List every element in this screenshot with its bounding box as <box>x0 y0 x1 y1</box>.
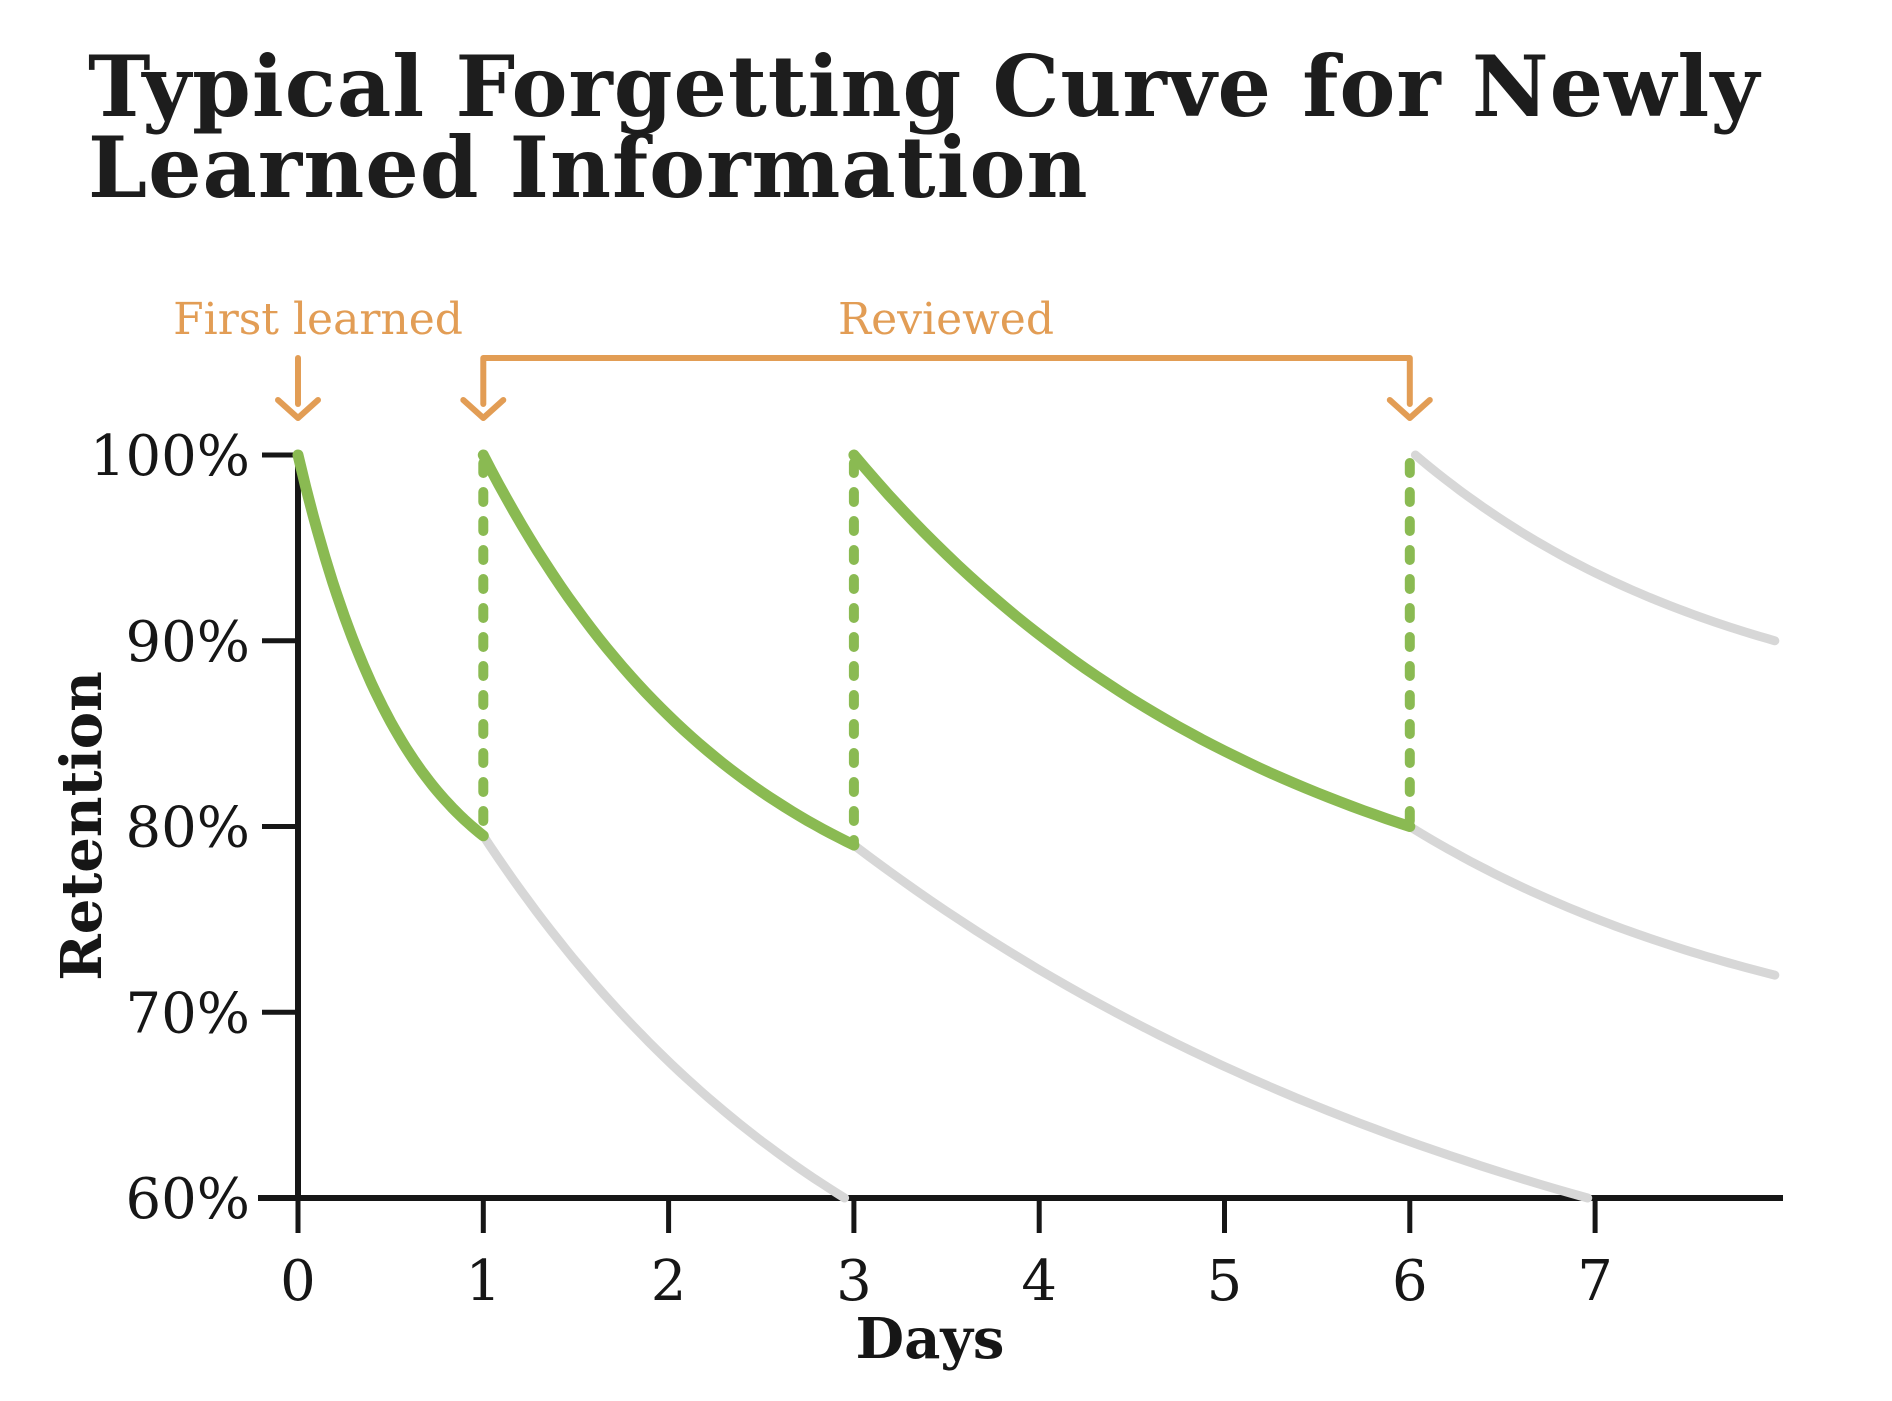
first-learned-arrowhead-icon <box>275 397 321 421</box>
y-tick-label-80: 80% <box>126 796 250 861</box>
y-tick-label-60: 60% <box>126 1167 250 1232</box>
reviewed-left-arrowhead-icon <box>460 397 507 421</box>
x-tick-label-6: 6 <box>1392 1249 1428 1314</box>
reviewed-bracket <box>480 355 1413 407</box>
x-tick-label-2: 2 <box>651 1249 687 1314</box>
page-title: Typical Forgetting Curve for Newly Learn… <box>88 37 1761 217</box>
y-tick-label-90: 90% <box>126 610 250 675</box>
curve-no-review-decay-2 <box>849 840 1593 1203</box>
curve-after-review-1-decay <box>477 449 860 851</box>
first-learned-annotation-label: First learned <box>173 294 463 345</box>
curve-no-review-decay-1 <box>478 831 850 1203</box>
x-tick-label-3: 3 <box>836 1249 872 1314</box>
curve-first-learning-decay <box>292 449 489 842</box>
x-tick-label-4: 4 <box>1021 1249 1057 1314</box>
x-tick-label-5: 5 <box>1207 1249 1243 1314</box>
curve-no-review-decay-3 <box>1405 822 1780 980</box>
curve-after-review-2-decay <box>848 449 1416 832</box>
reviewed-right-arrowhead-icon <box>1386 397 1433 421</box>
x-tick-label-0: 0 <box>280 1249 316 1314</box>
x-axis-title: Days <box>855 1306 1005 1372</box>
page-title-line2: Learned Information <box>88 118 1089 217</box>
page-title-line1: Typical Forgetting Curve for Newly <box>88 37 1761 136</box>
x-tick-label-7: 7 <box>1577 1249 1613 1314</box>
y-tick-label-100: 100% <box>90 424 250 489</box>
x-tick-label-1: 1 <box>465 1249 501 1314</box>
curve-after-review-3-decay <box>1410 450 1780 646</box>
reviewed-annotation-label: Reviewed <box>837 294 1055 345</box>
y-tick-label-70: 70% <box>126 981 250 1046</box>
